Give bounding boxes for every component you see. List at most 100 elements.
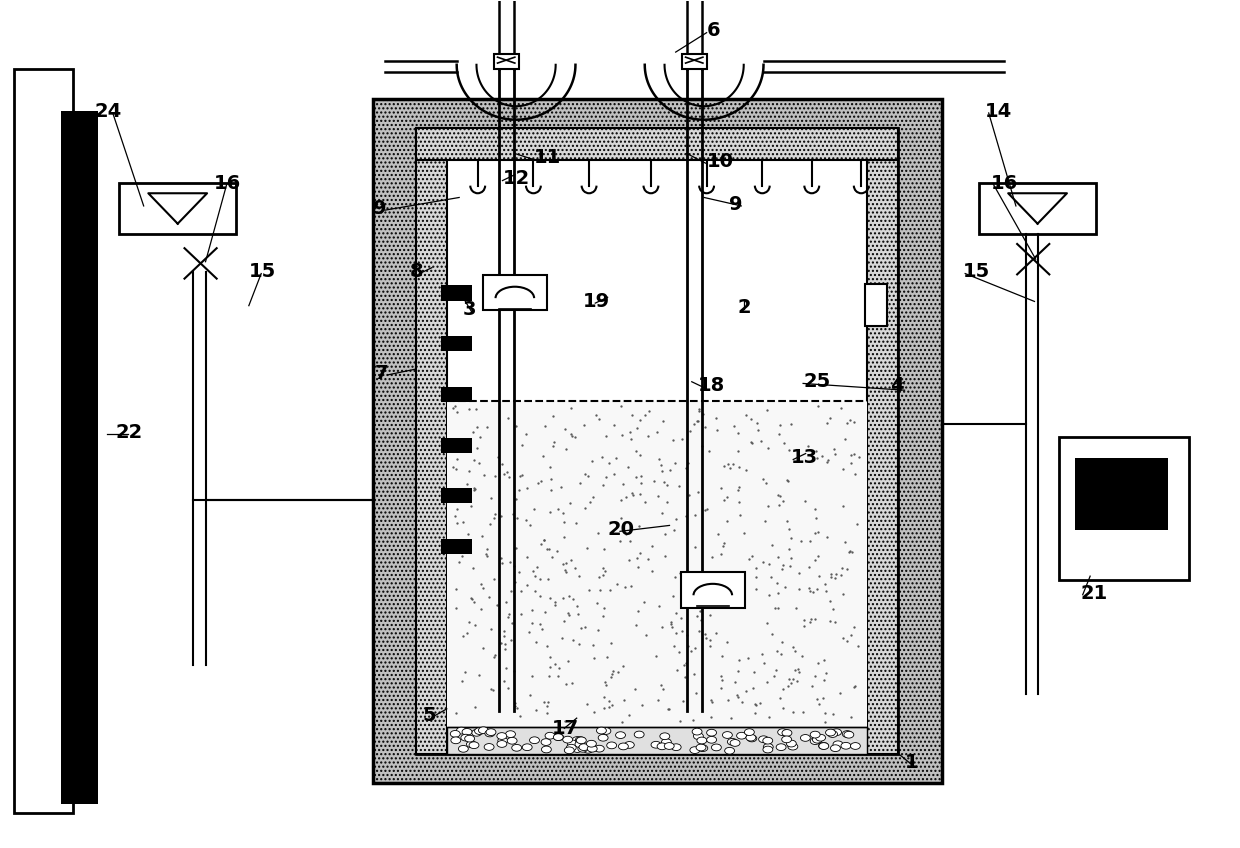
Circle shape [786,740,796,747]
Circle shape [512,745,522,751]
Circle shape [851,743,861,750]
Circle shape [598,734,608,741]
Circle shape [575,737,585,744]
Text: 9: 9 [372,199,386,218]
Bar [446,727,868,754]
Text: 15: 15 [962,262,990,282]
Circle shape [810,738,820,745]
Circle shape [730,739,740,746]
Circle shape [615,732,625,739]
Circle shape [451,737,461,744]
Bar [482,276,547,310]
Text: 14: 14 [985,102,1012,120]
Bar [61,111,98,805]
Circle shape [763,737,773,744]
Circle shape [541,739,551,745]
Circle shape [787,743,797,750]
Circle shape [707,736,717,743]
Circle shape [657,743,667,750]
Circle shape [759,736,769,743]
Text: 3: 3 [463,300,476,320]
Bar [119,183,237,234]
Bar [681,572,745,607]
Circle shape [812,736,822,743]
Text: 17: 17 [552,719,579,738]
Circle shape [461,734,471,741]
Bar [494,53,518,69]
Bar [978,183,1096,234]
Text: 2: 2 [738,298,751,317]
Bar [415,128,898,754]
Circle shape [484,744,494,750]
Circle shape [542,746,552,753]
Text: 10: 10 [707,153,734,171]
Circle shape [466,741,476,748]
Circle shape [601,728,611,734]
Circle shape [816,734,826,741]
Circle shape [579,744,589,750]
Circle shape [475,728,485,734]
Circle shape [777,728,787,735]
Circle shape [568,740,577,747]
Circle shape [583,746,593,753]
Circle shape [485,730,495,737]
Circle shape [671,744,681,750]
Circle shape [471,729,481,736]
Circle shape [594,745,604,752]
Text: 24: 24 [94,102,122,120]
Circle shape [831,745,841,751]
Circle shape [810,731,820,738]
Circle shape [712,744,722,750]
Bar [440,286,471,300]
Text: 20: 20 [608,520,635,539]
Circle shape [596,728,606,734]
Bar [415,128,446,754]
Circle shape [606,742,616,749]
Circle shape [723,732,733,739]
Circle shape [465,735,475,742]
Circle shape [553,734,563,740]
Circle shape [619,743,629,750]
Circle shape [522,744,532,750]
Text: 22: 22 [115,423,143,442]
Circle shape [529,737,539,744]
Circle shape [546,733,556,739]
Circle shape [746,734,756,741]
Circle shape [486,728,496,735]
Circle shape [818,743,828,750]
Text: 21: 21 [1080,583,1107,603]
Circle shape [634,731,644,738]
Circle shape [564,747,574,754]
Circle shape [707,729,717,736]
Text: 6: 6 [707,21,720,41]
Text: 9: 9 [729,195,743,214]
Circle shape [497,733,507,739]
Circle shape [456,728,466,734]
Circle shape [450,730,460,737]
Circle shape [506,731,516,738]
Circle shape [818,743,828,750]
Text: 25: 25 [804,372,831,391]
Circle shape [776,744,786,750]
Text: 19: 19 [583,292,610,311]
Circle shape [563,736,573,743]
Circle shape [554,734,563,740]
Circle shape [800,734,810,741]
Circle shape [692,728,702,735]
Circle shape [573,745,583,752]
Bar [415,128,898,160]
Circle shape [842,731,852,738]
Bar [440,488,471,504]
Circle shape [463,728,472,735]
Circle shape [572,737,582,744]
Circle shape [826,729,836,736]
Circle shape [728,739,738,745]
Bar [440,387,471,402]
Circle shape [567,745,577,751]
Circle shape [497,737,507,744]
Text: 18: 18 [698,377,725,395]
Circle shape [833,741,843,748]
Circle shape [724,747,734,754]
Circle shape [665,743,675,750]
Bar [446,401,868,727]
